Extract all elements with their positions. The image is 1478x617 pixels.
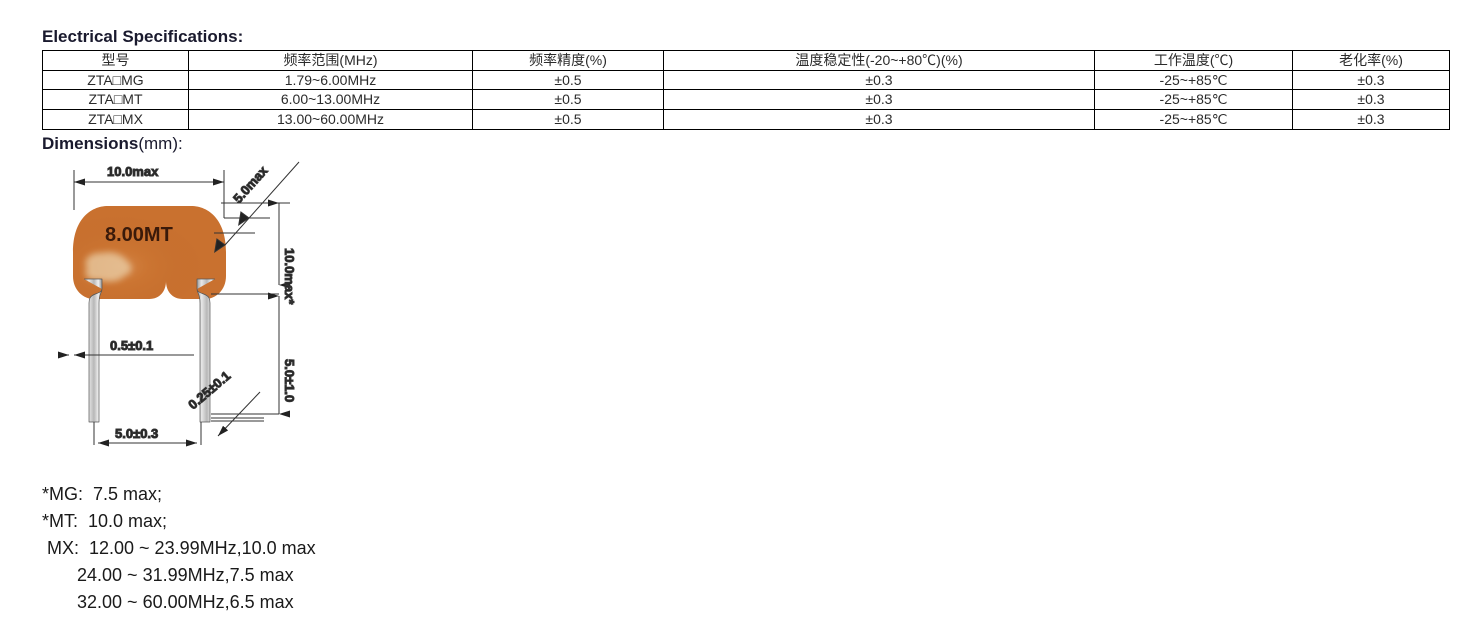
svg-text:5.0±1.0: 5.0±1.0 bbox=[282, 359, 297, 402]
svg-text:10.0max: 10.0max bbox=[107, 164, 159, 179]
svg-text:0.5±0.1: 0.5±0.1 bbox=[110, 338, 153, 353]
svg-text:8.00MT: 8.00MT bbox=[105, 224, 173, 246]
svg-text:10.0max*: 10.0max* bbox=[282, 248, 297, 305]
svg-text:5.0±0.3: 5.0±0.3 bbox=[115, 426, 158, 441]
